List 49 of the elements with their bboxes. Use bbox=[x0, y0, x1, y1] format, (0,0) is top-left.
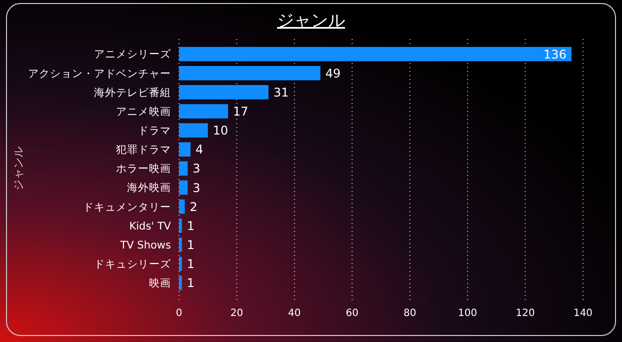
bar bbox=[179, 218, 182, 233]
y-axis-title: ジャンル bbox=[12, 146, 25, 190]
y-tick-label: TV Shows bbox=[119, 239, 171, 252]
y-tick-label: 海外テレビ番組 bbox=[94, 86, 171, 99]
bar bbox=[179, 66, 320, 80]
y-tick-label: 犯罪ドラマ bbox=[116, 144, 171, 156]
chart-title: ジャンル bbox=[277, 11, 345, 31]
bar bbox=[179, 142, 191, 157]
y-tick-label: 映画 bbox=[149, 276, 171, 290]
bar bbox=[179, 199, 185, 214]
bar bbox=[179, 104, 228, 118]
bar bbox=[179, 46, 572, 62]
data-label: 49 bbox=[325, 66, 341, 80]
x-tick-label: 80 bbox=[403, 308, 416, 319]
data-label: 3 bbox=[192, 180, 200, 195]
data-label: 4 bbox=[196, 142, 204, 157]
bar bbox=[179, 238, 182, 252]
bar bbox=[179, 161, 188, 176]
y-tick-label: ドキュシリーズ bbox=[94, 258, 172, 271]
data-label: 1 bbox=[186, 257, 195, 272]
bar bbox=[179, 85, 268, 100]
x-tick-label: 0 bbox=[176, 308, 182, 319]
y-tick-label: アニメシリーズ bbox=[94, 48, 172, 61]
y-tick-label: アニメ映画 bbox=[116, 104, 171, 118]
x-tick-label: 120 bbox=[516, 308, 535, 319]
y-tick-label: Kids' TV bbox=[129, 220, 172, 232]
bar bbox=[179, 256, 182, 272]
bar bbox=[179, 180, 188, 195]
x-tick-label: 100 bbox=[458, 308, 478, 319]
x-tick-label: 20 bbox=[230, 308, 244, 319]
data-label: 1 bbox=[186, 238, 195, 252]
y-tick-label: ドラマ bbox=[138, 125, 171, 138]
data-label: 17 bbox=[233, 104, 248, 118]
bar bbox=[179, 123, 208, 138]
data-label: 1 bbox=[186, 218, 195, 233]
data-label: 136 bbox=[544, 47, 566, 62]
data-label: 1 bbox=[186, 276, 195, 290]
y-tick-label: ホラー映画 bbox=[116, 162, 171, 176]
data-label: 10 bbox=[212, 124, 228, 138]
y-tick-label: ドキュメンタリー bbox=[83, 201, 171, 214]
x-tick-label: 140 bbox=[573, 308, 593, 319]
y-tick-label: アクション・アドベンチャー bbox=[28, 68, 171, 80]
data-label: 3 bbox=[192, 162, 200, 176]
y-tick-label: 海外映画 bbox=[127, 181, 171, 194]
x-tick-label: 60 bbox=[346, 308, 359, 319]
data-label: 2 bbox=[190, 200, 198, 214]
x-tick-label: 40 bbox=[288, 308, 301, 319]
data-label: 31 bbox=[273, 85, 289, 100]
bar bbox=[179, 276, 182, 290]
